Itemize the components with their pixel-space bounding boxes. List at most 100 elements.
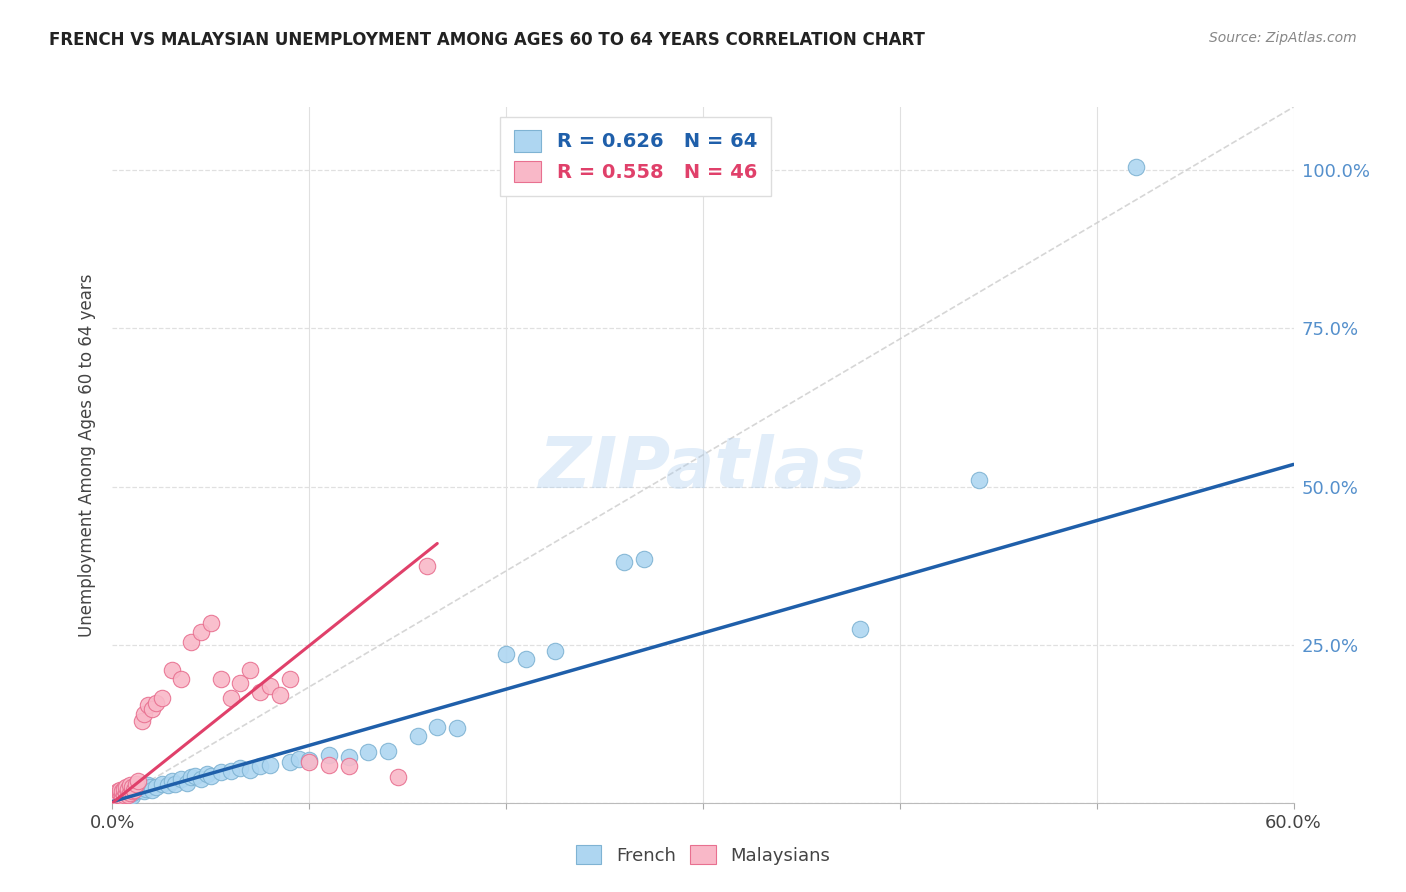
Point bbox=[117, 783, 139, 797]
Point bbox=[269, 688, 291, 702]
Point bbox=[150, 777, 173, 791]
Point bbox=[135, 781, 157, 796]
Point bbox=[170, 673, 193, 687]
Point bbox=[219, 764, 242, 779]
Point bbox=[105, 789, 128, 804]
Text: Source: ZipAtlas.com: Source: ZipAtlas.com bbox=[1209, 31, 1357, 45]
Point bbox=[209, 765, 232, 780]
Point bbox=[141, 783, 163, 797]
Point bbox=[318, 757, 340, 772]
Point bbox=[249, 685, 271, 699]
Point bbox=[111, 788, 134, 802]
Point bbox=[120, 786, 142, 800]
Point bbox=[115, 790, 138, 805]
Point bbox=[132, 784, 155, 798]
Point bbox=[120, 788, 142, 802]
Point bbox=[122, 783, 145, 797]
Point bbox=[967, 473, 990, 487]
Point bbox=[111, 784, 134, 798]
Point bbox=[229, 761, 252, 775]
Point bbox=[495, 647, 517, 661]
Point bbox=[176, 775, 198, 789]
Point bbox=[110, 786, 132, 800]
Point bbox=[112, 781, 135, 796]
Point bbox=[160, 663, 183, 677]
Point bbox=[180, 771, 202, 785]
Point bbox=[259, 679, 281, 693]
Point bbox=[613, 556, 636, 570]
Point bbox=[387, 771, 409, 785]
Point bbox=[105, 786, 128, 800]
Point bbox=[337, 750, 360, 764]
Point bbox=[318, 748, 340, 763]
Point bbox=[120, 778, 142, 792]
Point bbox=[377, 744, 399, 758]
Point bbox=[107, 788, 129, 802]
Point bbox=[190, 772, 212, 786]
Point bbox=[219, 691, 242, 706]
Point bbox=[515, 651, 537, 665]
Point bbox=[111, 789, 134, 804]
Point bbox=[446, 721, 468, 735]
Point bbox=[544, 644, 567, 658]
Point bbox=[136, 778, 159, 792]
Point bbox=[105, 789, 128, 804]
Point bbox=[112, 784, 135, 798]
Point bbox=[357, 745, 380, 759]
Point bbox=[103, 790, 125, 805]
Point bbox=[145, 696, 167, 710]
Point bbox=[121, 786, 143, 800]
Point bbox=[117, 788, 139, 802]
Point bbox=[190, 625, 212, 640]
Point bbox=[1125, 160, 1147, 174]
Point bbox=[131, 780, 153, 794]
Point bbox=[633, 552, 655, 566]
Point bbox=[209, 673, 232, 687]
Point bbox=[132, 707, 155, 722]
Text: FRENCH VS MALAYSIAN UNEMPLOYMENT AMONG AGES 60 TO 64 YEARS CORRELATION CHART: FRENCH VS MALAYSIAN UNEMPLOYMENT AMONG A… bbox=[49, 31, 925, 49]
Point bbox=[337, 759, 360, 773]
Point bbox=[416, 558, 439, 573]
Point bbox=[141, 702, 163, 716]
Point bbox=[239, 763, 262, 777]
Point bbox=[121, 789, 143, 804]
Point bbox=[121, 780, 143, 794]
Point bbox=[195, 767, 218, 781]
Point bbox=[125, 777, 148, 791]
Point bbox=[115, 786, 138, 800]
Point bbox=[229, 675, 252, 690]
Point bbox=[298, 755, 321, 769]
Point bbox=[107, 788, 129, 802]
Point bbox=[184, 769, 207, 783]
Point bbox=[117, 789, 139, 804]
Point bbox=[200, 769, 222, 783]
Point bbox=[117, 781, 139, 796]
Point bbox=[127, 773, 149, 788]
Point bbox=[249, 759, 271, 773]
Point bbox=[112, 788, 135, 802]
Point bbox=[150, 691, 173, 706]
Point bbox=[200, 615, 222, 630]
Point bbox=[170, 772, 193, 786]
Point bbox=[139, 780, 162, 794]
Point bbox=[110, 786, 132, 800]
Point bbox=[145, 780, 167, 794]
Point bbox=[131, 714, 153, 728]
Y-axis label: Unemployment Among Ages 60 to 64 years: Unemployment Among Ages 60 to 64 years bbox=[77, 273, 96, 637]
Point bbox=[125, 784, 148, 798]
Point bbox=[129, 783, 152, 797]
Point bbox=[103, 790, 125, 805]
Point bbox=[426, 720, 449, 734]
Point bbox=[110, 790, 132, 805]
Point bbox=[278, 673, 301, 687]
Point bbox=[239, 663, 262, 677]
Point bbox=[156, 778, 179, 792]
Point bbox=[406, 730, 429, 744]
Point bbox=[107, 792, 129, 806]
Point bbox=[122, 783, 145, 797]
Point bbox=[107, 784, 129, 798]
Point bbox=[115, 780, 138, 794]
Point bbox=[115, 786, 138, 800]
Point bbox=[136, 698, 159, 712]
Point bbox=[165, 777, 187, 791]
